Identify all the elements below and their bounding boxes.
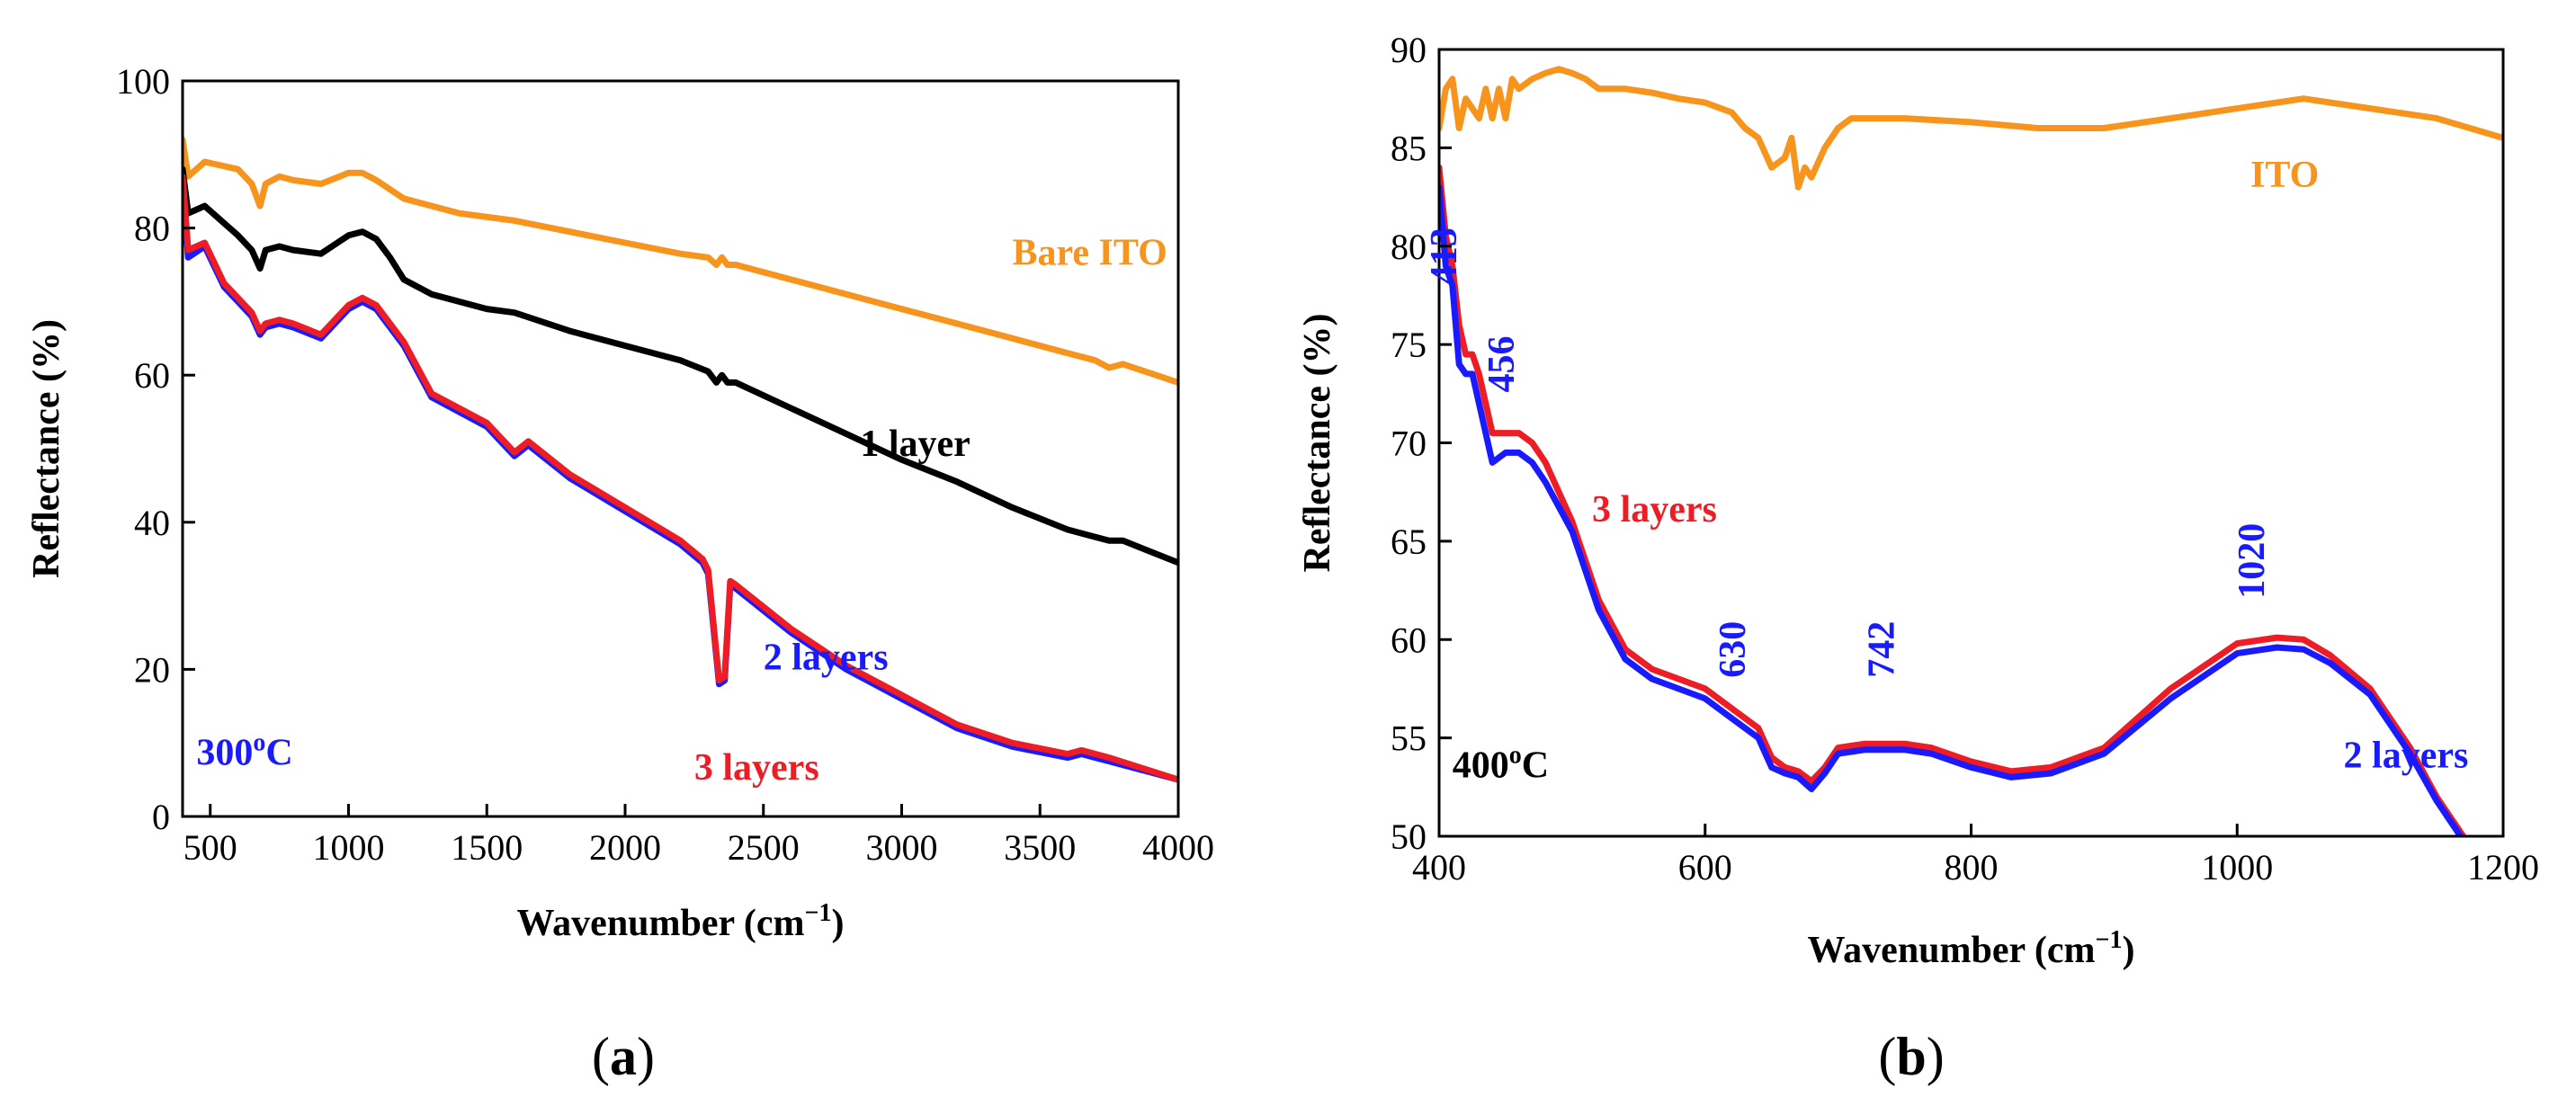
pa-y-tick-label: 40 — [134, 503, 170, 543]
panel-b-chart: 400 600 800 1000 1200 50 55 60 65 70 75 80 85 90 Waven… — [1297, 30, 2539, 1086]
pa-x-tick-label: 2000 — [589, 827, 661, 868]
pa-annotation-bare-ito: Bare ITO — [1013, 233, 1167, 274]
pb-series-group — [1439, 66, 2503, 836]
pa-y-tick-label: 80 — [134, 209, 170, 249]
pb-y-tick-label: 85 — [1391, 128, 1427, 168]
pb-x-tick-label: 600 — [1678, 847, 1732, 887]
pb-series-3-layers — [1439, 164, 2467, 836]
pb-annotation-742: 742 — [1862, 621, 1903, 678]
pa-plot-frame — [181, 79, 1180, 818]
pa-x-tick-label: 3500 — [1004, 827, 1076, 868]
pb-annotation-3-layers: 3 layers — [1592, 489, 1717, 531]
pa-y-tick-label: 60 — [134, 355, 170, 396]
pa-x-tick-label: 1500 — [451, 827, 523, 868]
pb-x-tick-label: 400 — [1412, 847, 1466, 887]
panel-a-chart: 500 1000 1500 2000 2500 3000 3500 4000 0 20 40 60 80… — [26, 61, 1214, 1086]
pb-annotation-2-layers: 2 layers — [2344, 735, 2469, 776]
pa-x-tick-label: 1000 — [313, 827, 385, 868]
pa-annotation-3-layers: 3 layers — [694, 747, 819, 789]
pb-series-ito — [1439, 66, 2503, 191]
pb-y-tick-label: 80 — [1391, 227, 1427, 267]
pb-y-tick-label: 70 — [1391, 424, 1427, 464]
pb-y-tick-label: 65 — [1391, 522, 1427, 562]
pb-annotation-ito: ITO — [2250, 155, 2319, 196]
pa-x-axis-title: Wavenumber (cm−1) — [517, 899, 845, 944]
pb-annotation-1020: 1020 — [2232, 523, 2273, 599]
pa-x-tick-label: 4000 — [1142, 827, 1214, 868]
pa-series-bare-ito — [183, 136, 1178, 386]
pb-plot-frame — [1437, 48, 2505, 838]
pb-x-tick-label: 1200 — [2467, 847, 2539, 887]
pb-x-tick-label: 800 — [1945, 847, 1999, 887]
pb-y-tick-label: 50 — [1391, 816, 1427, 857]
pa-annotation-2-layers: 2 layers — [764, 637, 889, 678]
pb-annotation-413: 413 — [1424, 227, 1465, 284]
pb-series-2-layers — [1439, 183, 2464, 836]
pb-annotation-400: 400oC — [1453, 741, 1549, 786]
pb-x-axis-title: Wavenumber (cm−1) — [1808, 926, 2135, 971]
pa-y-tick-label: 20 — [134, 649, 170, 690]
pb-y-tick-label: 90 — [1391, 30, 1427, 70]
pa-series-group — [183, 136, 1178, 783]
pb-y-axis-title: Reflectance (%) — [1297, 313, 1338, 572]
pa-annotation-1-layer: 1 layer — [860, 424, 970, 465]
pa-y-tick-label: 0 — [152, 797, 170, 837]
pa-x-tick-label: 500 — [183, 827, 237, 868]
pb-y-tick-label: 75 — [1391, 325, 1427, 365]
pa-series-1-layer — [183, 165, 1178, 566]
pa-y-axis-title: Reflectance (%) — [26, 319, 67, 578]
pb-y-tick-label: 60 — [1391, 620, 1427, 660]
pa-series-3-layers — [183, 173, 1178, 783]
pb-y-tick-label: 55 — [1391, 718, 1427, 759]
pa-x-tick-label: 2500 — [728, 827, 800, 868]
pa-panel-label: (a) — [592, 1027, 655, 1086]
pb-x-tick-label: 1000 — [2201, 847, 2273, 887]
pb-panel-label: (b) — [1878, 1027, 1944, 1086]
pa-annotation-300: 300oC — [196, 729, 292, 774]
pa-y-tick-label: 100 — [116, 61, 170, 102]
pb-annotation-630: 630 — [1713, 621, 1754, 678]
pa-x-tick-label: 3000 — [866, 827, 938, 868]
pb-annotation-456: 456 — [1481, 336, 1523, 393]
